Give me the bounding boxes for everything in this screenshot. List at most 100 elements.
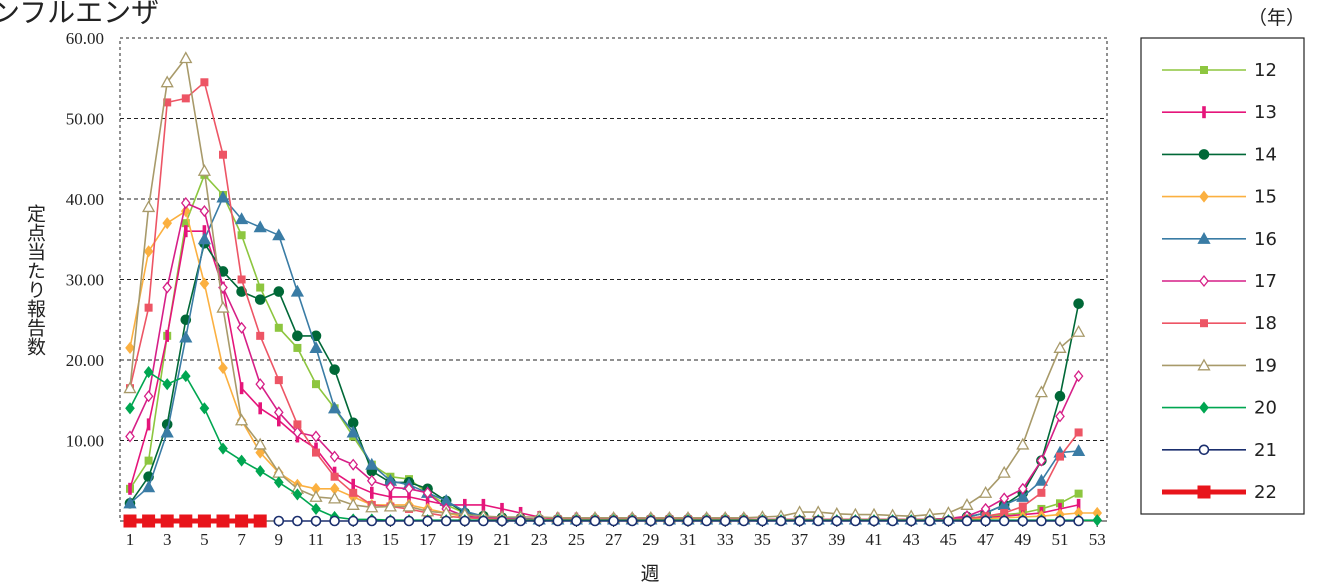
data-point [1071, 324, 1086, 337]
data-point [366, 474, 377, 487]
data-point [292, 426, 303, 439]
data-point [202, 225, 207, 238]
data-point [997, 465, 1011, 478]
legend-label: 15 [1254, 187, 1277, 208]
y-axis-label: 定点当たり報告数 [24, 204, 46, 356]
series-line [129, 57, 1080, 519]
data-point [608, 515, 619, 527]
data-point [144, 456, 153, 465]
data-point [253, 437, 267, 450]
data-point [1016, 437, 1030, 450]
data-point [1017, 482, 1028, 495]
data-point [311, 502, 321, 515]
data-point [199, 402, 210, 415]
data-point [141, 480, 156, 493]
legend-label: 13 [1254, 102, 1277, 123]
data-point [310, 515, 322, 527]
x-tick-label: 41 [866, 530, 883, 549]
data-point [141, 200, 156, 213]
data-point [868, 515, 880, 527]
data-point [1000, 508, 1009, 517]
data-point [924, 515, 936, 527]
y-tick-label: 40.00 [66, 190, 104, 209]
data-point [327, 401, 342, 414]
data-point [125, 430, 135, 443]
data-point [236, 454, 247, 467]
series-22 [123, 514, 267, 528]
data-point [1200, 66, 1208, 74]
series-12 [126, 170, 1083, 524]
data-point [312, 380, 320, 389]
data-point [1073, 515, 1084, 527]
data-point [272, 228, 286, 241]
x-tick-label: 39 [828, 530, 845, 549]
data-point [160, 425, 174, 438]
data-point [422, 515, 433, 527]
data-point [980, 515, 991, 527]
data-point [234, 413, 249, 426]
data-point [292, 330, 303, 342]
data-point [775, 515, 787, 527]
x-tick-label: 37 [791, 530, 809, 549]
data-point [719, 515, 731, 527]
series-20 [125, 366, 1103, 527]
x-tick-label: 5 [200, 530, 209, 549]
y-tick-label: 50.00 [66, 110, 104, 129]
data-point [407, 490, 411, 503]
x-tick-label: 3 [163, 530, 172, 549]
data-point [1054, 515, 1066, 527]
data-point [422, 486, 433, 499]
data-point [1197, 231, 1211, 244]
data-point [1054, 390, 1066, 402]
x-tick-label: 21 [494, 530, 511, 549]
data-point [589, 515, 601, 527]
data-point [1055, 410, 1065, 423]
legend-box [1140, 37, 1305, 515]
data-point [199, 205, 210, 218]
data-point [237, 231, 246, 240]
y-tick-label: 20.00 [66, 351, 104, 370]
data-point [273, 515, 285, 527]
data-point [757, 515, 768, 527]
data-point [1036, 454, 1047, 467]
data-point [626, 515, 638, 527]
data-point [181, 219, 190, 228]
x-tick-label: 1 [126, 530, 135, 549]
data-point [144, 303, 153, 312]
data-point [1073, 298, 1084, 309]
data-point [160, 75, 174, 88]
data-point [500, 502, 504, 515]
series-line [129, 230, 1079, 521]
data-point [1198, 444, 1210, 456]
data-point [1074, 489, 1083, 498]
data-point [515, 515, 526, 527]
y-tick-label: 30.00 [66, 271, 104, 290]
data-point [347, 515, 359, 527]
series-21 [273, 515, 1084, 527]
data-point [273, 286, 285, 297]
data-point [1197, 358, 1211, 371]
data-point [143, 245, 154, 258]
data-point [440, 515, 452, 527]
data-point [701, 515, 712, 527]
data-point [402, 499, 416, 512]
data-point [961, 515, 973, 527]
data-point [235, 514, 249, 528]
y-tick-label: 10.00 [66, 432, 104, 451]
data-point [346, 498, 360, 510]
data-point [256, 283, 265, 292]
series-line [129, 371, 1098, 522]
series-17 [125, 196, 1084, 526]
data-point [163, 98, 172, 107]
data-point [293, 343, 302, 352]
legend-label: 18 [1254, 313, 1277, 334]
data-point [1037, 488, 1046, 497]
data-point [1092, 514, 1103, 527]
data-point [1199, 190, 1209, 203]
data-point [329, 364, 340, 375]
data-point [481, 498, 486, 511]
data-point [1199, 401, 1209, 414]
data-point [850, 515, 861, 527]
series-19 [123, 51, 1086, 523]
data-point [184, 225, 188, 238]
